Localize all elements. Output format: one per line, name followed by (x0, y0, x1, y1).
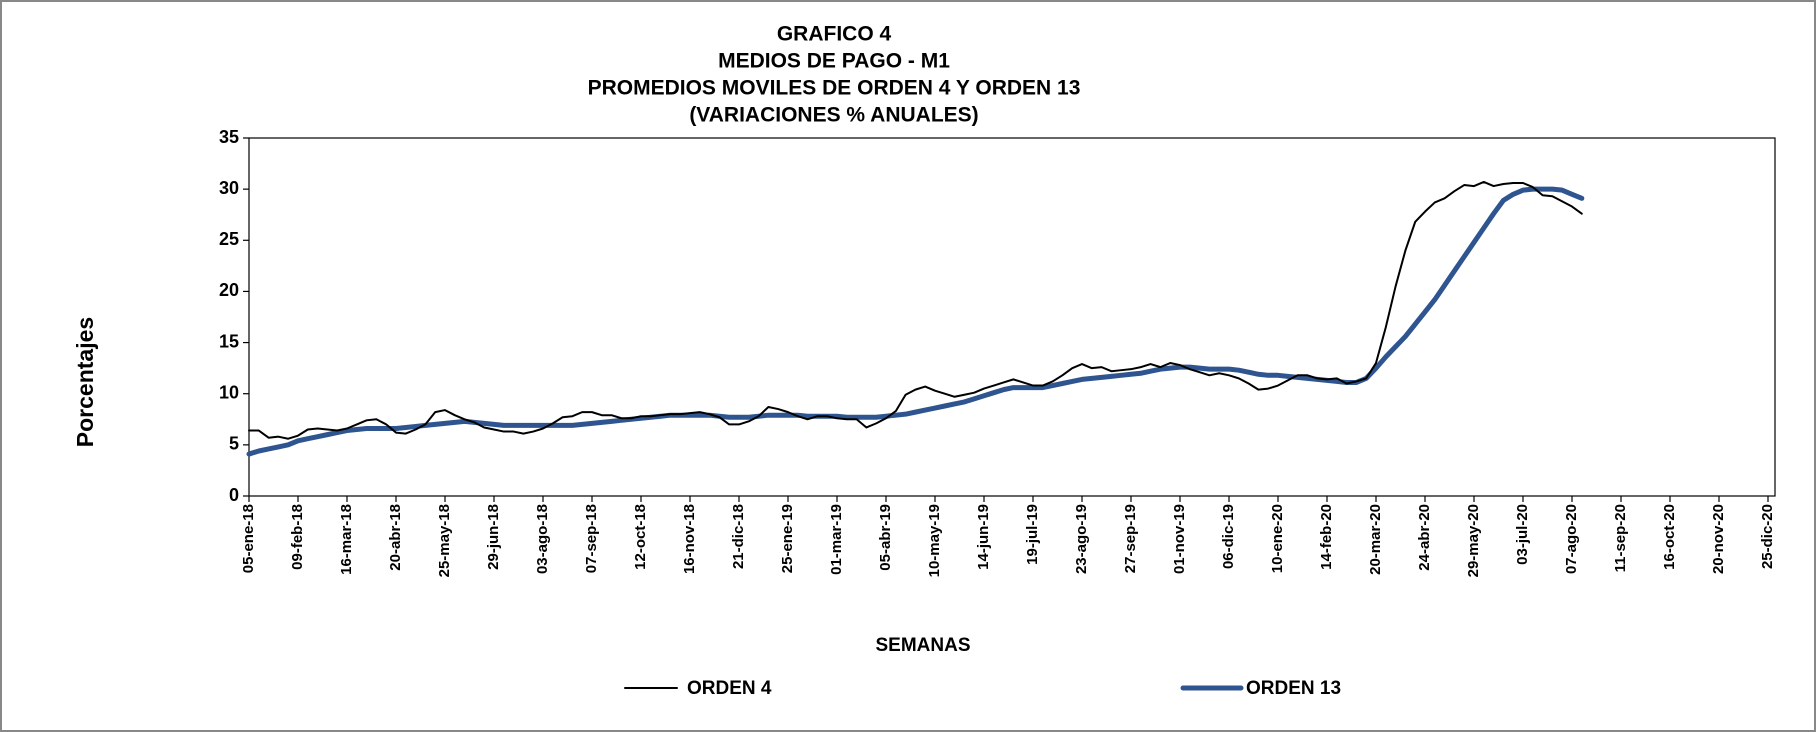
plot-area (248, 137, 1776, 497)
x-tick-label: 21-dic-18 (730, 504, 747, 569)
y-tick-label: 15 (219, 331, 239, 351)
x-tick-label: 19-jul-19 (1024, 504, 1041, 565)
x-tick-label: 07-sep-18 (583, 504, 600, 573)
x-tick-label: 29-may-20 (1465, 504, 1482, 577)
y-tick-label: 25 (219, 229, 239, 249)
x-tick-label: 07-ago-20 (1563, 504, 1580, 574)
x-tick-label: 25-ene-19 (779, 504, 796, 573)
x-tick-label: 20-abr-18 (387, 504, 404, 571)
x-tick-label: 16-nov-18 (681, 504, 698, 574)
x-tick-label: 20-nov-20 (1710, 504, 1727, 574)
x-tick-label: 09-feb-18 (289, 504, 306, 570)
x-tick-label: 01-nov-19 (1171, 504, 1188, 574)
x-axis-label: SEMANAS (875, 635, 970, 656)
x-tick-label: 03-ago-18 (534, 504, 551, 574)
x-tick-label: 25-may-18 (436, 504, 453, 577)
x-tick-label: 16-mar-18 (338, 504, 355, 575)
x-tick-label: 10-ene-20 (1269, 504, 1286, 573)
chart-title: MEDIOS DE PAGO - M1 (718, 50, 950, 73)
x-tick-label: 14-jun-19 (975, 504, 992, 570)
y-tick-label: 0 (229, 485, 239, 505)
x-tick-label: 27-sep-19 (1122, 504, 1139, 573)
y-tick-label: 30 (219, 178, 239, 198)
chart-title: (VARIACIONES % ANUALES) (689, 104, 978, 127)
x-tick-label: 10-may-19 (926, 504, 943, 577)
y-tick-label: 35 (219, 127, 239, 147)
x-tick-label: 06-dic-19 (1220, 504, 1237, 569)
x-tick-label: 05-ene-18 (240, 504, 257, 573)
x-tick-label: 23-ago-19 (1073, 504, 1090, 574)
legend-label: ORDEN 13 (1246, 678, 1341, 699)
y-tick-label: 5 (229, 434, 239, 454)
legend-label: ORDEN 4 (687, 678, 772, 699)
chart-title: PROMEDIOS MOVILES DE ORDEN 4 Y ORDEN 13 (588, 77, 1081, 100)
y-axis-label: Porcentajes (72, 317, 98, 447)
x-tick-label: 14-feb-20 (1318, 504, 1335, 570)
x-tick-label: 20-mar-20 (1367, 504, 1384, 575)
x-tick-label: 29-jun-18 (485, 504, 502, 570)
x-tick-label: 03-jul-20 (1514, 504, 1531, 565)
x-tick-label: 11-sep-20 (1612, 504, 1629, 572)
y-tick-label: 20 (219, 280, 239, 300)
x-tick-label: 01-mar-19 (828, 504, 845, 575)
x-tick-label: 25-dic-20 (1759, 504, 1776, 569)
x-tick-label: 05-abr-19 (877, 504, 894, 571)
x-tick-label: 16-oct-20 (1661, 504, 1678, 570)
x-tick-label: 24-abr-20 (1416, 504, 1433, 571)
chart-title: GRAFICO 4 (777, 23, 892, 46)
y-tick-label: 10 (219, 382, 239, 402)
series-line (248, 180, 1583, 440)
x-tick-label: 12-oct-18 (632, 504, 649, 570)
